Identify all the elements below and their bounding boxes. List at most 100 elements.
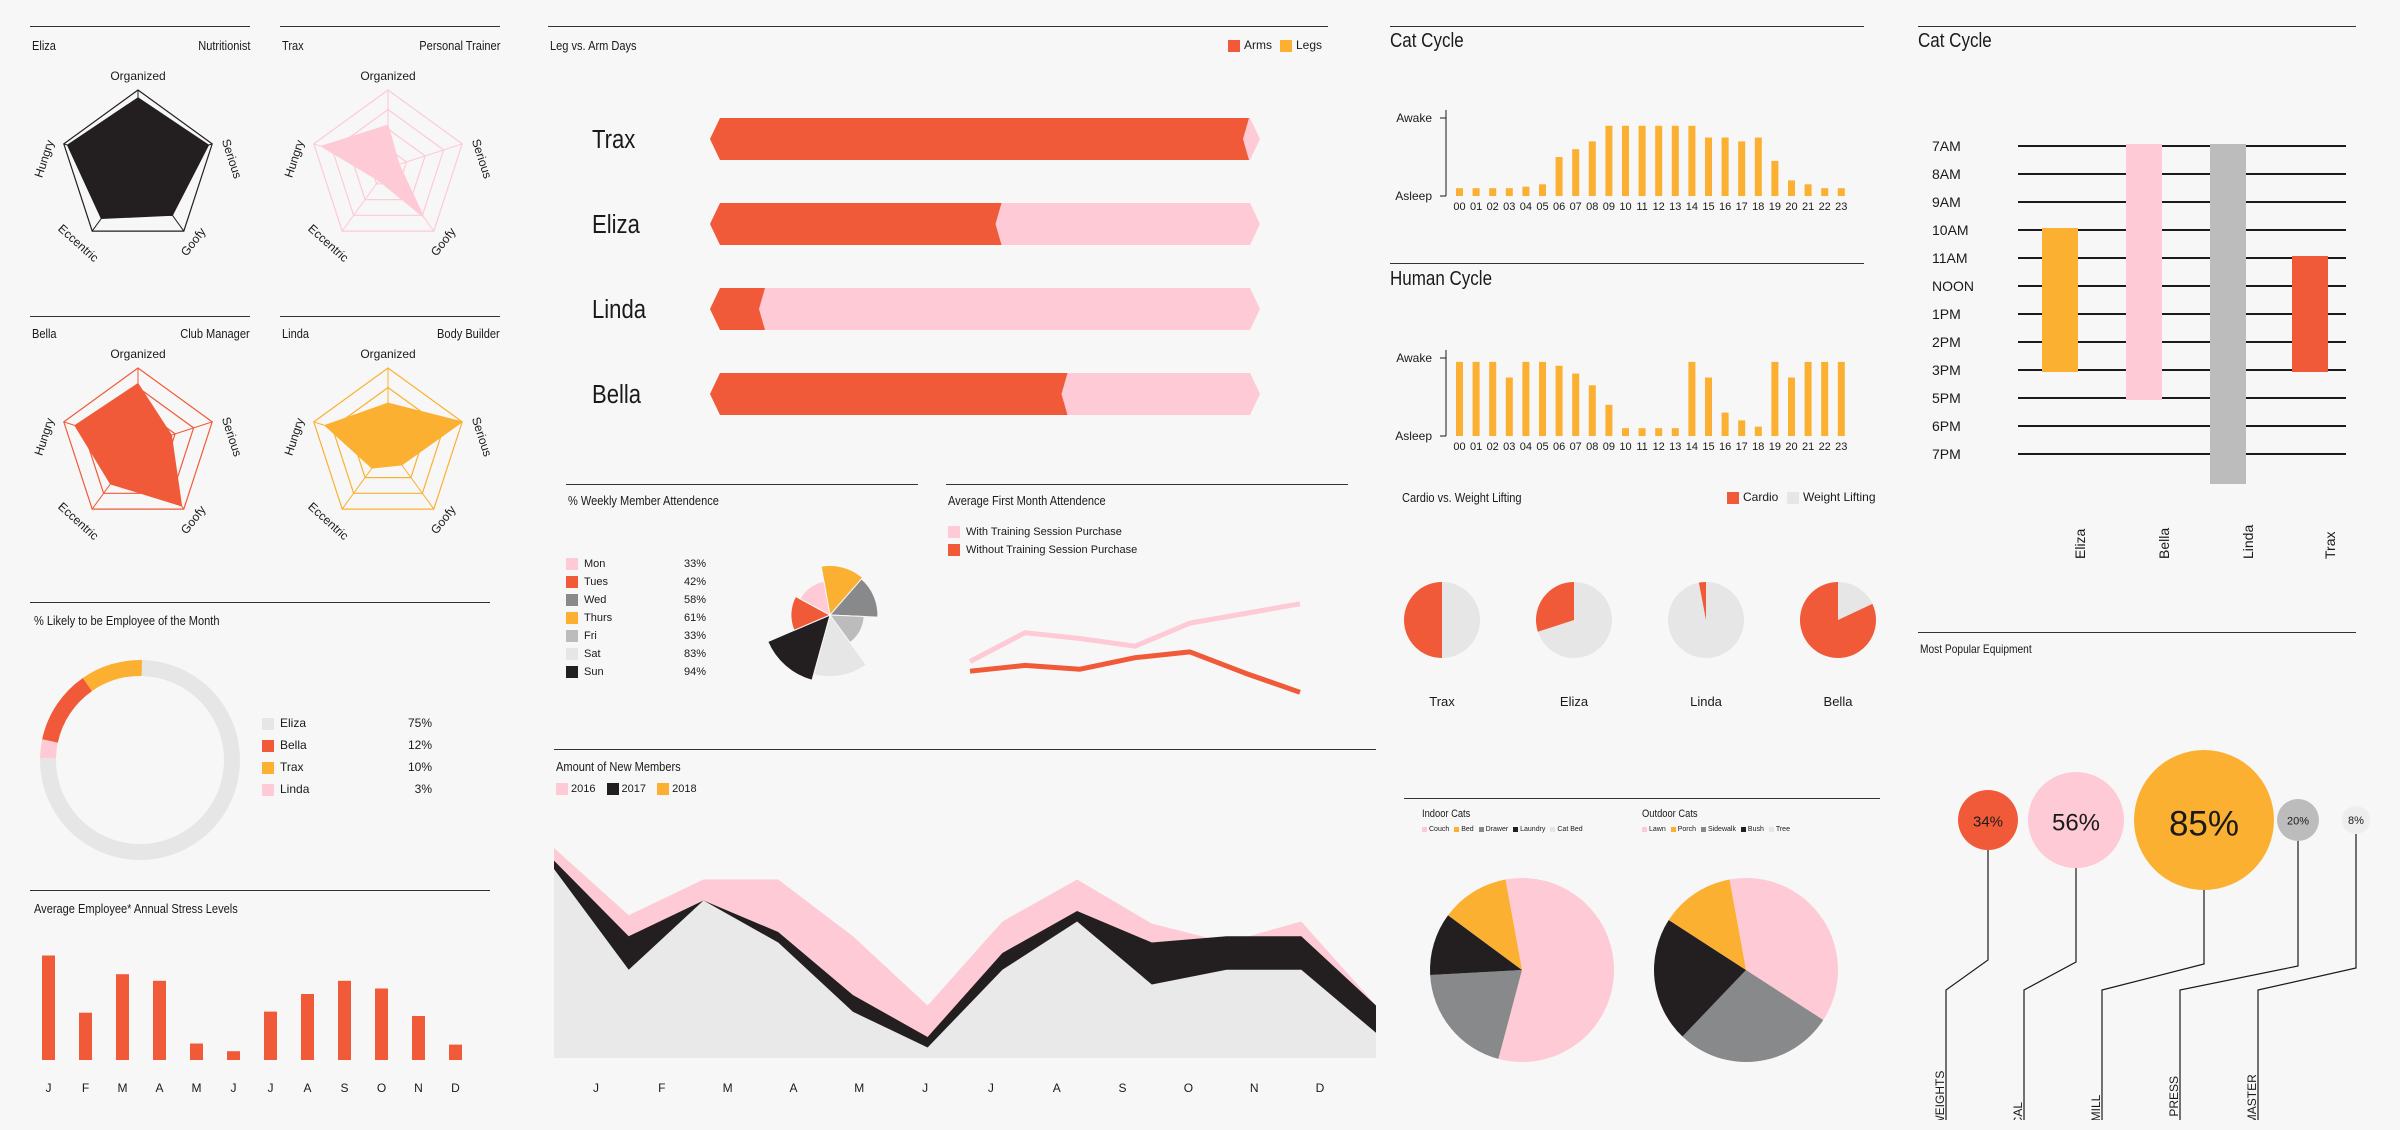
cycle-bar [1688,361,1696,436]
radar-linda-name: Linda [282,326,310,341]
legarm-arms-bar [710,373,1068,415]
cats-location-pies [1430,878,1838,1062]
weekly-polar-chart [767,564,879,681]
radar-axis [387,143,463,169]
cycle-hour-label: 22 [1819,201,1831,213]
cardio-legend-cardio: Cardio [1727,490,1778,504]
cat-schedule-title: Cat Cycle [1918,30,1992,52]
legend-swatch [1513,826,1519,832]
legarm-name: Trax [592,125,635,154]
cycle-hour-label: 04 [1520,441,1532,453]
cycle-hour-label: 05 [1536,201,1548,213]
radar-shape-eliza [66,97,210,220]
legend-swatch [1550,826,1556,832]
members-month-label: D [1316,1081,1325,1095]
cycle-hour-label: 23 [1835,201,1847,213]
schedule-name-label: Linda [2240,525,2256,559]
legend-item: Thurs 61% [566,612,706,625]
legend-swatch [1422,826,1427,832]
area-2018 [554,869,1376,1058]
cycle-hour-label: 18 [1752,441,1764,453]
legend-swatch [262,761,274,774]
radar-grid [63,367,213,510]
weekly-legend: Mon 33% Tues 42% Wed 58% Thurs 61% Fri 33% Sa… [566,558,716,688]
equipment-leader [1945,850,1989,1120]
radar-axis-label: Serious [219,137,245,180]
cat-pie-slice [1430,970,1522,1059]
cycle-hour-label: 02 [1487,201,1499,213]
legend-value: 10% [407,760,432,774]
cycle-bar [1605,125,1613,196]
cycle-hour-label: 03 [1503,201,1515,213]
stress-bar [301,994,314,1060]
legend-label: Trax [280,760,304,774]
legend-swatch [1228,39,1240,52]
legend-item: Eliza 75% [262,716,432,730]
cycle-hour-label: 12 [1653,441,1665,453]
legend-swatch [1478,826,1484,832]
equipment-name: FREE WEIGHTS [1933,1071,1947,1120]
radar-bella-name: Bella [32,326,57,341]
stress-bar [79,1012,92,1060]
radar-axis-label: Hungry [282,416,307,457]
equipment-value: 20% [2287,816,2309,828]
legarm-arms-bar [710,288,765,330]
schedule-time-label: 11AM [1932,250,1968,266]
radar-grid [313,89,463,232]
cycle-bar [1489,361,1497,436]
cycle-hour-label: 10 [1619,201,1631,213]
cycle-bar [1788,377,1795,436]
legend-swatch [1280,39,1292,52]
cycle-hour-label: 06 [1553,201,1565,213]
equipment-leader [2257,834,2357,1120]
equipment-leader [2101,890,2205,1120]
cardio-pie-slice [1536,582,1574,632]
cat-pie-slice [1498,878,1614,1062]
cycle-hour-label: 14 [1686,441,1698,453]
equipment-name: TREADMILL [2089,1094,2103,1120]
legend-label: Mon [584,558,606,570]
schedule-time-label: 5PM [1932,390,1961,406]
radar-axis-label: Serious [219,415,245,458]
cardio-person-label: Bella [1824,694,1854,709]
cycle-hour-label: 10 [1619,441,1631,453]
cycle-bar [1754,426,1762,436]
legend-swatch [262,783,274,796]
cycle-hour-label: 17 [1736,441,1748,453]
legend-swatch [566,558,578,571]
cycle-hour-label: 06 [1553,441,1565,453]
stress-month-label: J [268,1081,274,1095]
cycle-bar [1622,125,1629,196]
legend-item: Fri 33% [566,630,706,643]
members-month-label: J [988,1081,994,1095]
cycle-bar [1539,184,1546,196]
stress-bar [338,980,351,1060]
stress-bar [227,1051,240,1060]
cat-pie-slice [1430,915,1522,975]
schedule-time-label: 7PM [1932,446,1961,462]
cycle-hour-label: 13 [1669,441,1681,453]
radar-trax-role: Personal Trainer [418,38,500,53]
cardio-person-label: Trax [1429,694,1455,709]
cat-schedule-chart: 7AM 8AM 9AM 10AM 11AM NOON 1PM 2PM 3PM 5PM 6PM 7PM E… [1932,138,2346,559]
cycle-hour-label: 02 [1487,441,1499,453]
cycle-bar [1804,361,1812,436]
equipment-value: 85% [2169,804,2239,843]
legend-value: 61% [683,612,706,624]
legend-label: Thurs [584,612,613,624]
legend-swatch [1787,491,1799,504]
cycle-bar [1505,188,1513,196]
cycle-bar [1456,361,1463,436]
cycle-bar [1505,377,1513,436]
schedule-time-label: 1PM [1932,306,1961,322]
cycle-bar [1738,420,1746,436]
cycle-bar [1804,184,1812,196]
legend-swatch [1740,826,1746,832]
cycle-bar [1588,385,1596,436]
schedule-time-label: 6PM [1932,418,1961,434]
employee-month-donut [39,660,240,860]
cycle-bar [1821,188,1829,196]
cycle-bar [1837,188,1845,196]
cycle-hour-label: 18 [1752,201,1764,213]
cycle-hour-label: 15 [1702,441,1714,453]
